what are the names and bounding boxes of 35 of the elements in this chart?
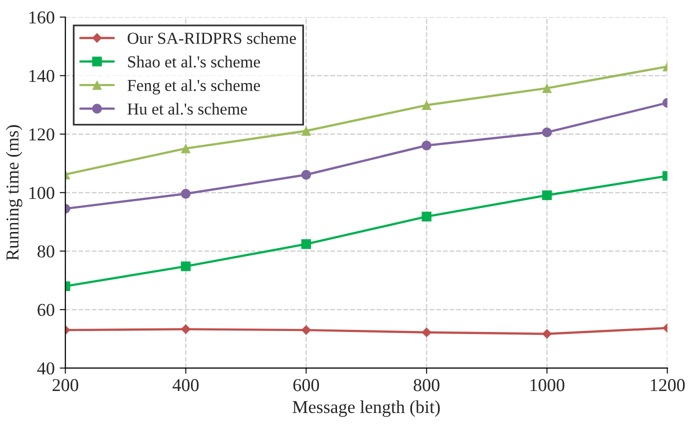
- y-tick-label: 80: [38, 245, 54, 258]
- y-axis-title: Running time (ms): [6, 125, 22, 260]
- y-tick-label: 40: [37, 362, 54, 375]
- y-tick-label: 160: [29, 11, 54, 24]
- x-tick-label: 600: [293, 379, 320, 392]
- point: [542, 328, 552, 339]
- x-tick-label: 800: [414, 379, 440, 392]
- point: [301, 239, 312, 249]
- point: [422, 140, 432, 150]
- point: [542, 127, 552, 138]
- point: [301, 325, 312, 335]
- point: [422, 327, 432, 338]
- y-tick-label: 140: [29, 70, 54, 82]
- point: [542, 83, 552, 94]
- point: [422, 100, 432, 110]
- point: [301, 170, 312, 180]
- y-tick-label: 120: [29, 128, 54, 141]
- legend-label: Hu et al.'s scheme: [128, 102, 248, 115]
- x-tick-label: 400: [172, 379, 199, 392]
- legend-label: Feng et al.'s scheme: [128, 79, 260, 94]
- legend-label: Shao et al.'s scheme: [128, 56, 260, 68]
- point: [422, 212, 432, 222]
- point: [180, 324, 191, 334]
- x-axis-title: Message length (bit): [292, 400, 440, 417]
- x-tick-label: 1000: [530, 379, 564, 392]
- point: [542, 190, 552, 200]
- point: [180, 261, 191, 272]
- point: [180, 144, 191, 154]
- legend-label: Our SA-RIDPRS scheme: [128, 32, 296, 44]
- y-tick-label: 100: [29, 186, 54, 200]
- y-tick-label: 60: [38, 304, 54, 316]
- x-tick-label: 200: [52, 379, 78, 392]
- x-tick-label: 1200: [650, 379, 685, 392]
- point: [180, 188, 191, 199]
- point: [301, 126, 312, 136]
